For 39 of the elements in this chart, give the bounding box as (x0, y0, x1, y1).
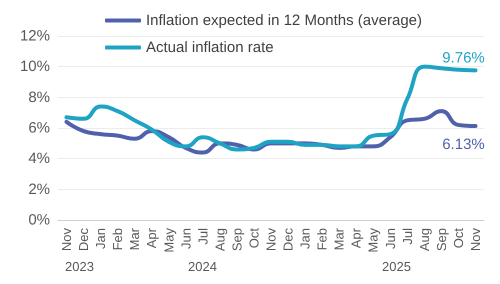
x-tick-label: Nov (264, 228, 278, 252)
y-tick-label: 8% (28, 88, 50, 106)
legend-label: Inflation expected in 12 Months (average) (146, 12, 422, 29)
x-tick-label: Jul (195, 228, 210, 245)
x-tick-label: Aug (212, 228, 228, 252)
x-tick-label: Apr (144, 227, 160, 248)
x-tick-label: May (161, 228, 176, 253)
y-tick-label: 12% (20, 28, 50, 44)
data-label: 6.13% (442, 136, 485, 154)
x-tick-label: Dec (280, 228, 296, 252)
x-tick-label: Mar (127, 227, 142, 250)
text: 2023 (65, 259, 94, 274)
x-tick-label: Jan (298, 228, 313, 249)
x-tick-label: Aug (416, 228, 432, 252)
x-tick-label: Mar (332, 227, 347, 250)
x-tick-label: Jun (178, 228, 194, 249)
x-tick-label: Oct (246, 228, 262, 248)
y-tick-label: 10% (20, 58, 50, 76)
text: 2024 (188, 259, 217, 274)
x-tick-label: Sep (229, 228, 244, 252)
x-tick-label: Nov (59, 228, 74, 252)
x-tick-label: Nov (468, 228, 483, 252)
data-label: 9.76% (442, 49, 485, 66)
x-tick-label: Oct (450, 228, 466, 248)
x-tick-label: Jun (382, 228, 398, 249)
y-tick-label: 0% (28, 212, 50, 228)
x-tick-label: Sep (434, 228, 449, 252)
legend-label: Actual inflation rate (146, 39, 274, 56)
y-tick-label: 4% (28, 150, 50, 168)
x-tick-label: Feb (110, 228, 126, 250)
x-tick-label: Jul (400, 228, 415, 245)
x-tick-label: May (366, 228, 381, 253)
text: 2025 (382, 259, 411, 274)
x-tick-label: Apr (348, 227, 364, 248)
x-tick-label: Dec (76, 228, 92, 252)
x-tick-label: Feb (314, 228, 330, 250)
y-tick-label: 6% (28, 120, 50, 136)
x-tick-label: Jan (93, 228, 108, 249)
y-tick-label: 2% (28, 180, 50, 198)
